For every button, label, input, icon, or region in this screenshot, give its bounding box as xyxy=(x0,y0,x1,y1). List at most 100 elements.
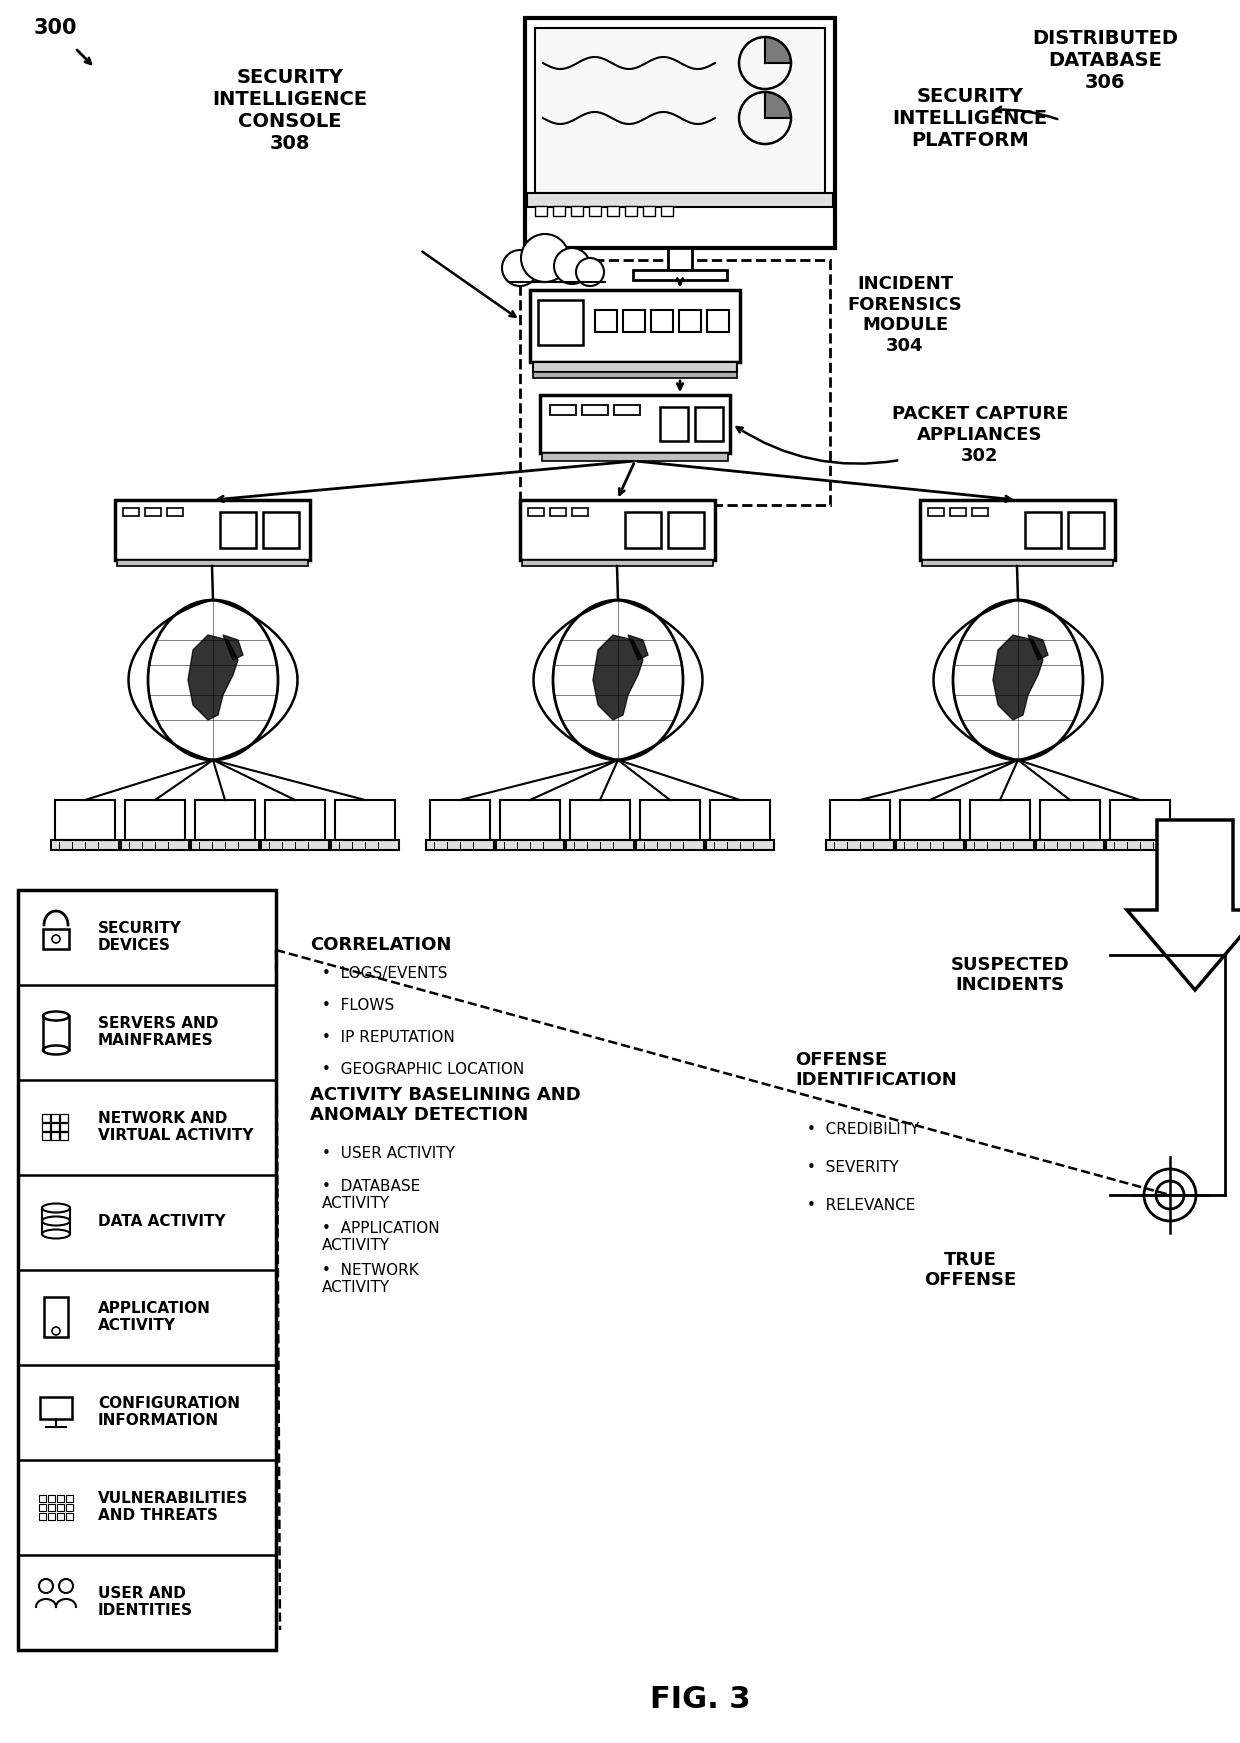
Bar xyxy=(219,512,255,547)
Bar xyxy=(972,507,988,516)
Bar xyxy=(534,28,825,193)
Bar xyxy=(57,1513,64,1520)
Bar xyxy=(265,800,325,840)
Bar xyxy=(496,840,564,851)
Bar xyxy=(668,512,704,547)
Text: CONFIGURATION
INFORMATION: CONFIGURATION INFORMATION xyxy=(98,1396,241,1428)
Text: •  RELEVANCE: • RELEVANCE xyxy=(807,1199,915,1213)
Bar xyxy=(551,507,565,516)
Bar xyxy=(920,500,1115,560)
Bar xyxy=(48,1504,55,1511)
Bar xyxy=(57,1504,64,1511)
Polygon shape xyxy=(1028,634,1048,661)
Bar xyxy=(539,396,730,453)
Bar xyxy=(668,248,692,270)
Bar xyxy=(122,840,188,851)
Bar xyxy=(51,1122,60,1131)
Bar xyxy=(51,840,119,851)
Bar xyxy=(331,840,399,851)
Text: FIG. 3: FIG. 3 xyxy=(650,1685,750,1715)
Bar xyxy=(40,1396,72,1419)
Bar xyxy=(42,1122,50,1131)
Bar xyxy=(640,800,701,840)
Bar xyxy=(572,507,588,516)
Bar xyxy=(60,1122,68,1131)
Bar xyxy=(1035,840,1104,851)
Bar xyxy=(115,500,310,560)
Text: TRUE
OFFENSE: TRUE OFFENSE xyxy=(924,1250,1016,1290)
Bar xyxy=(900,800,960,840)
Bar xyxy=(632,270,727,281)
Bar xyxy=(60,1131,68,1140)
Bar xyxy=(51,1131,60,1140)
Bar xyxy=(191,840,259,851)
Text: USER AND
IDENTITIES: USER AND IDENTITIES xyxy=(98,1586,193,1618)
Bar xyxy=(706,840,774,851)
Bar xyxy=(48,1495,55,1502)
Bar xyxy=(830,800,890,840)
Bar xyxy=(565,840,634,851)
Bar xyxy=(928,507,944,516)
Text: 300: 300 xyxy=(33,17,77,38)
Bar xyxy=(117,560,308,566)
Circle shape xyxy=(502,249,538,286)
Bar xyxy=(123,507,139,516)
Bar xyxy=(66,1513,73,1520)
Bar xyxy=(427,840,494,851)
Text: DATA ACTIVITY: DATA ACTIVITY xyxy=(98,1215,226,1229)
Bar xyxy=(551,404,577,415)
Text: SECURITY
INTELLIGENCE
PLATFORM: SECURITY INTELLIGENCE PLATFORM xyxy=(893,87,1048,150)
Bar xyxy=(950,507,966,516)
Bar xyxy=(533,371,737,378)
Bar xyxy=(527,193,833,207)
Bar xyxy=(520,500,715,560)
Circle shape xyxy=(52,934,60,943)
Text: •  USER ACTIVITY: • USER ACTIVITY xyxy=(322,1145,455,1161)
Bar xyxy=(66,1495,73,1502)
Bar xyxy=(167,507,184,516)
Bar xyxy=(582,404,608,415)
Bar xyxy=(651,310,673,331)
Bar xyxy=(570,800,630,840)
Polygon shape xyxy=(765,37,791,63)
Bar xyxy=(19,891,277,1651)
Text: NETWORK AND
VIRTUAL ACTIVITY: NETWORK AND VIRTUAL ACTIVITY xyxy=(98,1110,253,1143)
Bar xyxy=(622,310,645,331)
Text: PACKET CAPTURE
APPLIANCES
302: PACKET CAPTURE APPLIANCES 302 xyxy=(892,404,1068,465)
Bar xyxy=(707,310,729,331)
Bar xyxy=(500,800,560,840)
Text: VULNERABILITIES
AND THREATS: VULNERABILITIES AND THREATS xyxy=(98,1490,248,1523)
Bar xyxy=(1040,800,1100,840)
Bar xyxy=(680,310,701,331)
Text: ACTIVITY BASELINING AND
ANOMALY DETECTION: ACTIVITY BASELINING AND ANOMALY DETECTIO… xyxy=(310,1086,580,1124)
Text: •  APPLICATION
ACTIVITY: • APPLICATION ACTIVITY xyxy=(322,1220,440,1253)
Bar xyxy=(608,206,619,216)
Bar xyxy=(260,840,329,851)
Bar xyxy=(553,206,565,216)
Bar xyxy=(520,260,830,505)
Bar xyxy=(42,1131,50,1140)
Bar xyxy=(51,1114,60,1122)
Circle shape xyxy=(521,234,569,282)
Bar xyxy=(1068,512,1104,547)
Bar xyxy=(55,800,115,840)
Bar xyxy=(522,560,713,566)
Bar xyxy=(1110,800,1171,840)
Bar xyxy=(195,800,255,840)
Text: APPLICATION
ACTIVITY: APPLICATION ACTIVITY xyxy=(98,1300,211,1333)
Bar xyxy=(538,300,583,345)
Text: SECURITY
DEVICES: SECURITY DEVICES xyxy=(98,920,182,953)
Text: •  SEVERITY: • SEVERITY xyxy=(807,1161,899,1175)
Bar xyxy=(1025,512,1061,547)
Bar xyxy=(145,507,161,516)
Text: SECURITY
INTELLIGENCE
CONSOLE
308: SECURITY INTELLIGENCE CONSOLE 308 xyxy=(212,68,367,152)
Text: •  GEOGRAPHIC LOCATION: • GEOGRAPHIC LOCATION xyxy=(322,1061,525,1077)
Bar xyxy=(636,840,704,851)
Polygon shape xyxy=(188,634,238,720)
Bar xyxy=(43,929,69,948)
Text: INCIDENT
FORENSICS
MODULE
304: INCIDENT FORENSICS MODULE 304 xyxy=(848,275,962,356)
Text: DISTRIBUTED
DATABASE
306: DISTRIBUTED DATABASE 306 xyxy=(1032,28,1178,91)
Bar xyxy=(430,800,490,840)
Bar xyxy=(42,1114,50,1122)
Bar xyxy=(966,840,1034,851)
